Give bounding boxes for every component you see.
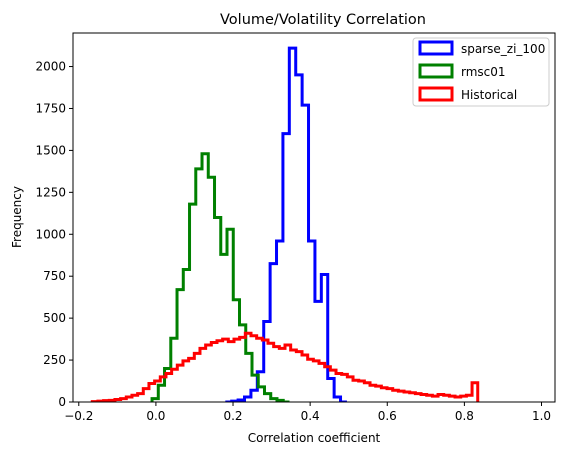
y-tick-label: 750 <box>43 269 66 283</box>
plot-area <box>90 46 480 402</box>
series-line-historical <box>90 331 480 402</box>
series-line-sparse-zi-100 <box>225 46 347 402</box>
y-tick-label: 2000 <box>35 60 66 74</box>
series-line-rmsc01 <box>150 152 290 402</box>
legend-label-sparse-zi-100: sparse_zi_100 <box>461 42 545 56</box>
legend: sparse_zi_100 rmsc01 Historical <box>412 37 550 107</box>
y-tick-label: 250 <box>43 353 66 367</box>
y-axis: 0 250 500 750 1000 1250 1500 1750 2000 <box>35 60 73 409</box>
legend-swatch-rmsc01 <box>418 63 454 79</box>
y-axis-label: Frequency <box>10 186 24 248</box>
x-tick-label: 1.0 <box>532 409 551 423</box>
x-axis: −0.2 0.0 0.2 0.4 0.6 0.8 1.0 <box>64 402 551 423</box>
x-tick-label: 0.2 <box>223 409 242 423</box>
y-tick-label: 1000 <box>35 227 66 241</box>
x-tick-label: −0.2 <box>64 409 93 423</box>
series-layer <box>90 46 480 402</box>
x-tick-label: 0.0 <box>146 409 165 423</box>
x-tick-label: 0.4 <box>301 409 320 423</box>
x-tick-label: 0.6 <box>378 409 397 423</box>
y-tick-label: 1750 <box>35 101 66 115</box>
legend-label-historical: Historical <box>461 88 517 102</box>
y-tick-label: 1250 <box>35 185 66 199</box>
legend-swatch-historical <box>418 86 454 102</box>
plot-frame <box>72 32 556 403</box>
x-tick-label: 0.8 <box>455 409 474 423</box>
y-tick-label: 1500 <box>35 143 66 157</box>
chart-title: Volume/Volatility Correlation <box>220 12 426 28</box>
x-axis-label: Correlation coefficient <box>248 431 381 445</box>
legend-swatch-sparse-zi-100 <box>418 40 454 56</box>
y-tick-label: 0 <box>58 395 66 409</box>
y-tick-label: 500 <box>43 311 66 325</box>
legend-label-rmsc01: rmsc01 <box>461 65 506 79</box>
